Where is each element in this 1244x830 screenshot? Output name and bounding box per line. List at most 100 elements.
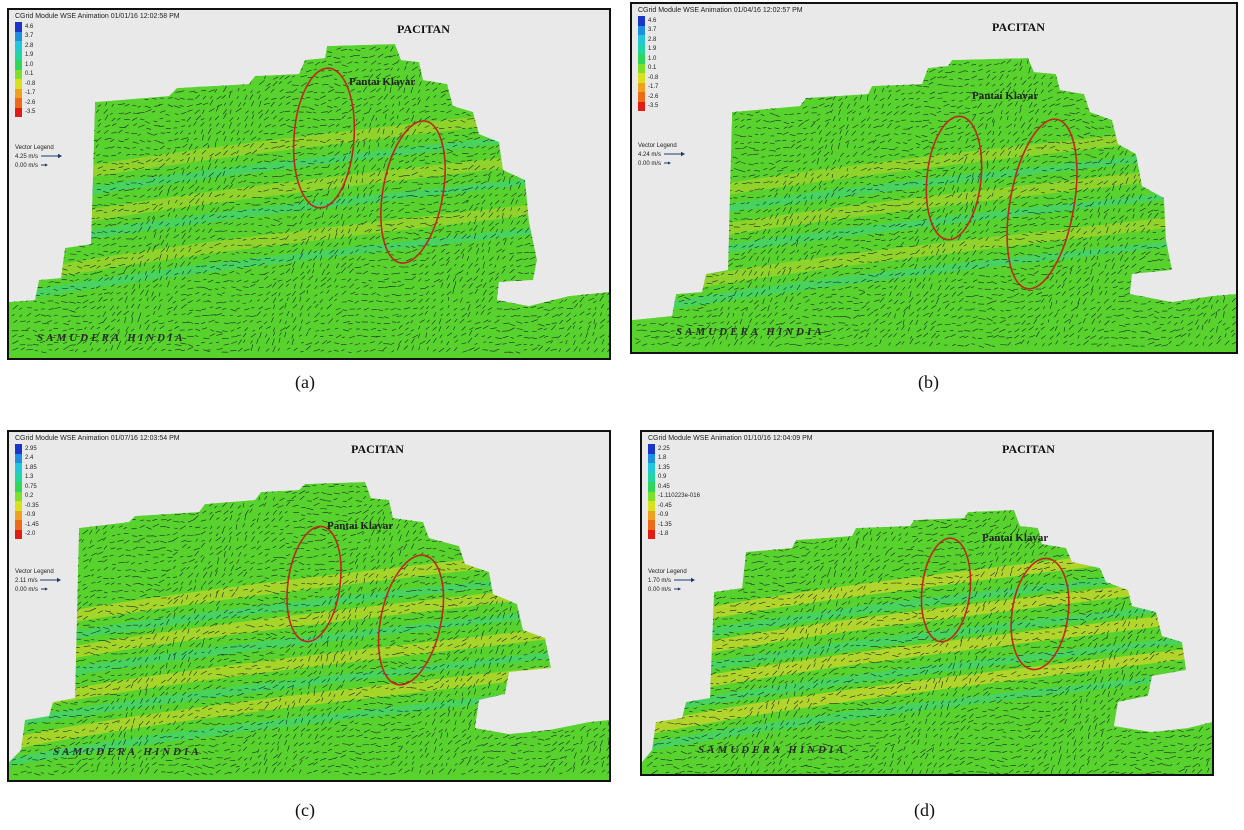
vector-arrow-icon xyxy=(663,152,685,157)
model-domain xyxy=(642,510,1212,774)
vector-max-value: 2.11 m/s xyxy=(15,578,38,584)
legend-swatch xyxy=(15,520,22,530)
vector-legend: Vector Legend 4.25 m/s 0.00 m/s xyxy=(15,144,62,171)
legend-value: -1.7 xyxy=(25,90,36,97)
legend-value: 1.0 xyxy=(25,61,34,68)
legend-swatch xyxy=(638,16,645,26)
legend-value: 1.35 xyxy=(658,464,670,471)
legend-swatch xyxy=(15,463,22,473)
vector-arrow-icon xyxy=(673,578,695,583)
legend-value: -1.110223e-016 xyxy=(658,493,700,500)
legend-swatch xyxy=(638,35,645,45)
legend-swatch xyxy=(15,79,22,89)
wave-trough-band xyxy=(9,646,609,728)
wave-trough-band xyxy=(9,126,609,208)
legend-value: 0.1 xyxy=(648,65,657,72)
vector-small-arrow-icon xyxy=(40,587,48,591)
wave-trough-band xyxy=(632,146,1236,228)
wave-trough-band xyxy=(642,566,1212,648)
wave-trough-band xyxy=(642,634,1212,716)
highlight-ellipse xyxy=(292,67,356,209)
wave-crest-band xyxy=(9,196,609,286)
caption-d: (d) xyxy=(914,800,935,820)
sea-label: SAMUDERA HINDIA xyxy=(37,332,186,344)
sea-label: SAMUDERA HINDIA xyxy=(676,326,825,338)
legend-swatch xyxy=(15,491,22,501)
vector-min-value: 0.00 m/s xyxy=(648,587,672,593)
animation-header: CGrid Module WSE Animation 01/10/16 12:0… xyxy=(648,435,813,442)
legend-entry: 0.45 xyxy=(648,482,700,492)
wave-crest-band xyxy=(642,610,1212,700)
legend-value: 3.7 xyxy=(25,33,34,40)
vector-legend-title: Vector Legend xyxy=(15,569,54,575)
vector-legend-title: Vector Legend xyxy=(15,145,54,151)
wave-trough-band xyxy=(642,670,1212,752)
wave-crest-band xyxy=(9,622,609,712)
wave-trough-band xyxy=(9,220,609,302)
beach-label: Pantai Klayar xyxy=(982,532,1049,544)
highlight-ellipse xyxy=(920,537,972,643)
legend-entry: -0.9 xyxy=(15,510,39,520)
legend-value: 2.25 xyxy=(658,445,670,452)
wave-crest-band xyxy=(632,122,1236,212)
legend-value: -1.35 xyxy=(658,521,672,528)
legend-entry: -0.8 xyxy=(15,79,35,89)
legend-entry: 0.1 xyxy=(638,63,658,73)
wave-trough-band xyxy=(632,186,1236,268)
legend-value: 2.95 xyxy=(25,445,37,452)
legend-entry: 0.1 xyxy=(15,69,35,79)
legend-swatch xyxy=(15,88,22,98)
legend-value: -1.7 xyxy=(648,84,659,91)
highlight-ellipse xyxy=(1010,557,1070,671)
wave-trough-band xyxy=(632,234,1236,316)
current-field-map xyxy=(9,10,609,358)
legend-value: 0.1 xyxy=(25,71,34,78)
legend-entry: 2.4 xyxy=(15,453,39,463)
wse-color-legend: 4.6 3.7 2.8 1.9 1.0 0.1 -0.8 -1.7 -2.6 -3.5 xyxy=(638,16,658,111)
legend-entry: 4.6 xyxy=(15,22,35,32)
legend-entry: -0.9 xyxy=(648,510,700,520)
legend-swatch xyxy=(15,107,22,117)
map-panel-d: CGrid Module WSE Animation 01/10/16 12:0… xyxy=(640,430,1214,776)
legend-value: 0.2 xyxy=(25,493,34,500)
map-panel-a: CGrid Module WSE Animation 01/01/16 12:0… xyxy=(7,8,611,360)
legend-swatch xyxy=(638,54,645,64)
legend-swatch xyxy=(648,463,655,473)
wave-trough-band xyxy=(9,568,609,650)
legend-value: 2.4 xyxy=(25,455,34,462)
wave-crest-band xyxy=(9,102,609,192)
legend-entry: 2.8 xyxy=(638,35,658,45)
legend-swatch xyxy=(648,491,655,501)
legend-swatch xyxy=(648,453,655,463)
legend-entry: -2.6 xyxy=(15,98,35,108)
legend-swatch xyxy=(15,472,22,482)
legend-swatch xyxy=(15,31,22,41)
legend-swatch xyxy=(648,472,655,482)
model-domain xyxy=(9,482,609,780)
legend-swatch xyxy=(648,482,655,492)
legend-value: -3.5 xyxy=(25,109,36,116)
legend-swatch xyxy=(15,444,22,454)
legend-value: 3.7 xyxy=(648,27,657,34)
legend-swatch xyxy=(15,98,22,108)
legend-value: -0.45 xyxy=(658,502,672,509)
legend-entry: -1.7 xyxy=(15,88,36,98)
legend-swatch xyxy=(638,101,645,111)
beach-label: Pantai Klayar xyxy=(327,520,394,532)
legend-entry: -1.45 xyxy=(15,520,39,530)
sea-label: SAMUDERA HINDIA xyxy=(698,744,847,756)
legend-entry: 2.25 xyxy=(648,444,700,454)
legend-swatch xyxy=(648,444,655,454)
legend-value: -0.9 xyxy=(658,512,669,519)
legend-entry: 1.8 xyxy=(648,453,700,463)
highlight-ellipse xyxy=(380,120,446,264)
legend-entry: -2.0 xyxy=(15,529,39,539)
vector-small-arrow-icon xyxy=(663,161,671,165)
legend-value: -1.45 xyxy=(25,521,39,528)
legend-value: 0.9 xyxy=(658,474,667,481)
legend-entry: -0.8 xyxy=(638,73,658,83)
legend-swatch xyxy=(638,44,645,54)
animation-header: CGrid Module WSE Animation 01/01/16 12:0… xyxy=(15,13,180,20)
vector-legend: Vector Legend 2.11 m/s 0.00 m/s xyxy=(15,568,62,595)
vector-min-value: 0.00 m/s xyxy=(15,163,39,169)
